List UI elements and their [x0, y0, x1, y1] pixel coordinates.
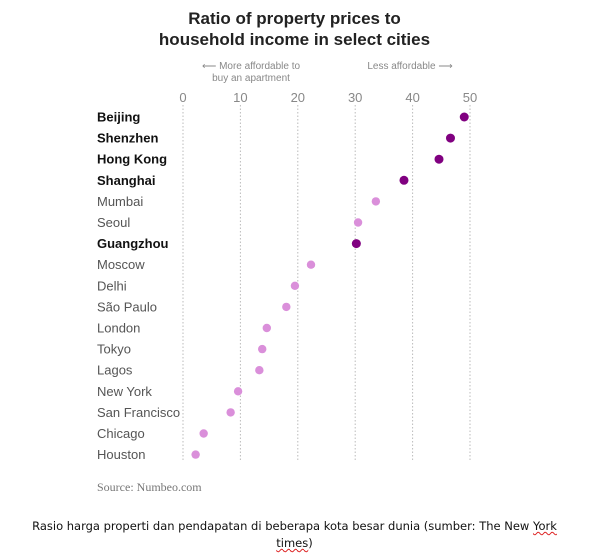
city-label: Shanghai	[97, 173, 156, 188]
caption-line-2: times)	[0, 535, 589, 552]
chart-title: Ratio of property prices to household in…	[0, 8, 589, 50]
x-tick-label: 30	[348, 90, 362, 105]
data-point	[290, 281, 300, 290]
data-point	[255, 366, 264, 375]
data-point	[191, 450, 200, 459]
city-label: Hong Kong	[97, 152, 167, 167]
annotation-more-affordable-line-1: ⟵ More affordable to	[202, 61, 301, 72]
data-point	[371, 197, 381, 206]
city-label: Shenzhen	[97, 131, 158, 146]
city-label: New York	[97, 384, 152, 399]
caption-underlined-1: York	[532, 519, 557, 533]
city-label: Guangzhou	[97, 236, 169, 251]
caption-line-1: Rasio harga properti dan pendapatan di b…	[0, 518, 589, 535]
data-point	[353, 218, 363, 227]
x-tick-label: 20	[291, 90, 305, 105]
city-label: Houston	[97, 447, 145, 462]
data-point	[306, 260, 316, 269]
data-point	[434, 154, 444, 164]
city-label: São Paulo	[97, 299, 157, 314]
city-label: Seoul	[97, 215, 130, 230]
city-label: Delhi	[97, 278, 127, 293]
data-point	[262, 323, 272, 333]
x-tick-label: 10	[233, 90, 247, 105]
city-label: San Francisco	[97, 405, 180, 420]
city-label: London	[97, 321, 140, 336]
data-point	[199, 429, 208, 438]
figure-caption: Rasio harga properti dan pendapatan di b…	[0, 518, 589, 552]
city-label: Lagos	[97, 363, 133, 378]
caption-underlined-2: times	[276, 536, 309, 550]
annotation-more-affordable-line-2: buy an apartment	[212, 73, 290, 84]
city-label: Mumbai	[97, 194, 143, 209]
data-point	[282, 302, 291, 312]
x-tick-label: 0	[179, 90, 186, 105]
caption-text-2: )	[308, 536, 313, 550]
data-point	[226, 408, 235, 417]
annotation-less-affordable: Less affordable ⟶	[367, 61, 452, 72]
chart-source: Source: Numbeo.com	[97, 480, 202, 494]
city-label: Moscow	[97, 257, 145, 272]
city-label: Chicago	[97, 426, 145, 441]
x-tick-label: 50	[463, 90, 477, 105]
data-point	[459, 112, 469, 122]
x-tick-label: 40	[405, 90, 419, 105]
data-point	[233, 387, 243, 396]
data-point	[399, 175, 409, 185]
data-point	[445, 133, 455, 143]
data-point	[351, 239, 361, 249]
city-label: Beijing	[97, 110, 140, 125]
caption-text-1: Rasio harga properti dan pendapatan di b…	[32, 519, 533, 533]
city-label: Tokyo	[97, 342, 131, 357]
chart-title-line-1: Ratio of property prices to	[188, 9, 401, 28]
data-point	[258, 344, 267, 354]
chart-title-line-2: household income in select cities	[158, 30, 431, 49]
